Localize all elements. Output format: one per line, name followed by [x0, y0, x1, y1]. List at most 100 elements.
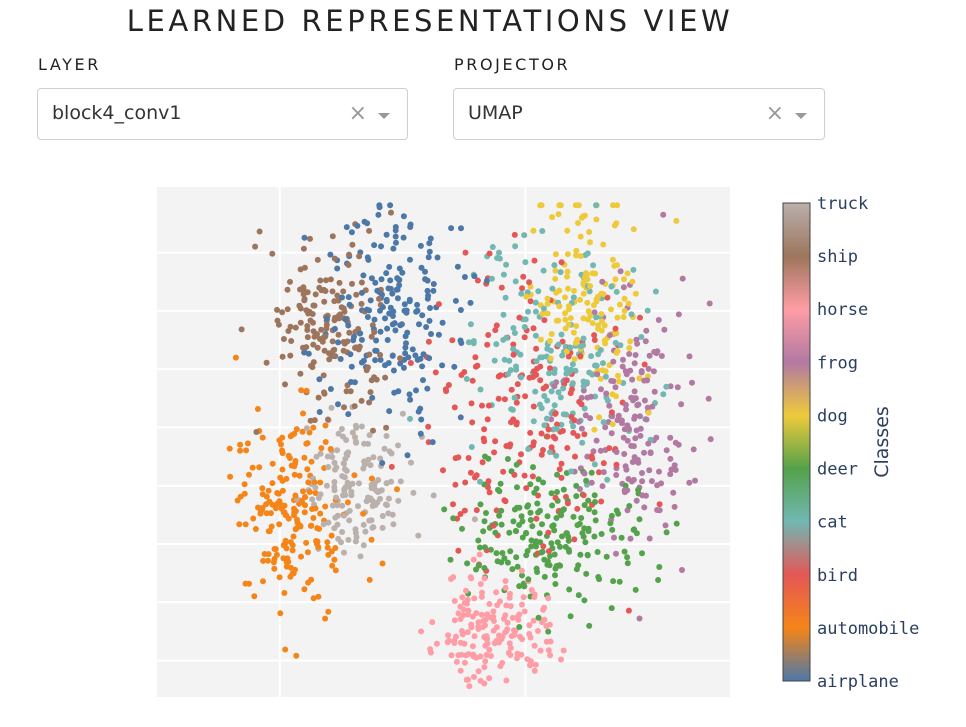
data-point	[366, 351, 373, 358]
data-point	[469, 419, 476, 426]
data-point	[329, 502, 336, 509]
data-point	[327, 276, 334, 283]
data-point	[667, 455, 674, 462]
layer-chevron-down-icon[interactable]	[378, 113, 390, 119]
data-point	[597, 447, 604, 454]
data-point	[575, 220, 581, 226]
data-point	[407, 396, 414, 403]
data-point	[622, 401, 629, 408]
data-point	[551, 383, 558, 390]
data-point	[334, 265, 341, 272]
data-point	[385, 495, 392, 502]
data-point	[566, 586, 573, 593]
data-point	[457, 511, 464, 517]
data-point	[486, 601, 493, 607]
data-point	[412, 352, 419, 359]
data-point	[493, 341, 500, 348]
data-point	[274, 306, 280, 313]
data-point	[384, 337, 391, 343]
data-point	[538, 451, 545, 458]
data-point	[381, 445, 388, 452]
data-point	[522, 259, 529, 266]
projector-chevron-down-icon[interactable]	[795, 113, 807, 119]
data-point	[553, 289, 560, 296]
data-point	[477, 581, 484, 587]
data-point	[301, 296, 308, 302]
data-point	[379, 513, 386, 519]
data-point	[627, 338, 634, 345]
data-point	[310, 302, 317, 309]
data-point	[358, 423, 365, 430]
data-point	[343, 437, 350, 443]
data-point	[368, 333, 375, 340]
data-point	[544, 513, 551, 520]
data-point	[371, 329, 378, 336]
data-point	[377, 352, 384, 358]
data-point	[600, 460, 607, 467]
data-point	[575, 592, 582, 599]
data-point	[365, 364, 371, 371]
data-point	[507, 590, 513, 597]
data-point	[609, 526, 616, 533]
data-point	[321, 347, 328, 354]
data-point	[577, 233, 584, 240]
data-point	[564, 273, 570, 280]
data-point	[630, 476, 637, 483]
data-point	[577, 253, 584, 259]
data-point	[535, 476, 542, 483]
data-point	[608, 377, 615, 384]
data-point	[454, 263, 461, 270]
data-point	[514, 504, 521, 511]
data-point	[624, 422, 631, 429]
data-point	[279, 309, 286, 316]
data-point	[377, 356, 384, 363]
data-point	[427, 305, 433, 311]
data-point	[621, 295, 628, 302]
data-point	[492, 438, 499, 445]
data-point	[663, 529, 670, 536]
colorbar-tick-frog: frog	[817, 353, 858, 373]
data-point	[662, 522, 669, 529]
data-point	[520, 594, 527, 601]
data-point	[472, 354, 479, 361]
data-point	[263, 359, 270, 366]
data-point	[259, 491, 266, 498]
data-point	[568, 468, 575, 475]
data-point	[472, 363, 479, 370]
data-point	[325, 608, 332, 615]
data-point	[539, 228, 546, 234]
data-point	[637, 413, 643, 420]
data-point	[648, 478, 655, 485]
data-point	[567, 390, 574, 397]
layer-clear-icon[interactable]: ×	[348, 101, 367, 126]
data-point	[379, 291, 385, 298]
data-point	[357, 330, 364, 337]
data-point	[481, 664, 488, 671]
data-point	[350, 337, 357, 344]
data-point	[533, 345, 540, 352]
data-point	[578, 425, 585, 432]
data-point	[622, 368, 629, 375]
data-point	[580, 335, 587, 342]
data-point	[346, 301, 353, 308]
data-point	[417, 242, 424, 249]
data-point	[386, 263, 393, 270]
data-point	[242, 580, 249, 587]
data-point	[504, 619, 511, 626]
data-point	[621, 276, 627, 283]
data-point	[467, 321, 474, 328]
data-point	[439, 319, 446, 326]
data-point	[624, 554, 631, 561]
layer-dropdown[interactable]: block4_conv1 ×	[37, 88, 408, 140]
data-point	[565, 285, 571, 292]
data-point	[314, 344, 321, 351]
projector-clear-icon[interactable]: ×	[765, 101, 784, 126]
data-point	[506, 529, 513, 536]
data-point	[552, 251, 559, 258]
data-point	[537, 336, 544, 343]
data-point	[417, 430, 424, 437]
projector-dropdown[interactable]: UMAP ×	[453, 88, 825, 140]
data-point	[304, 323, 311, 329]
data-point	[448, 652, 455, 659]
